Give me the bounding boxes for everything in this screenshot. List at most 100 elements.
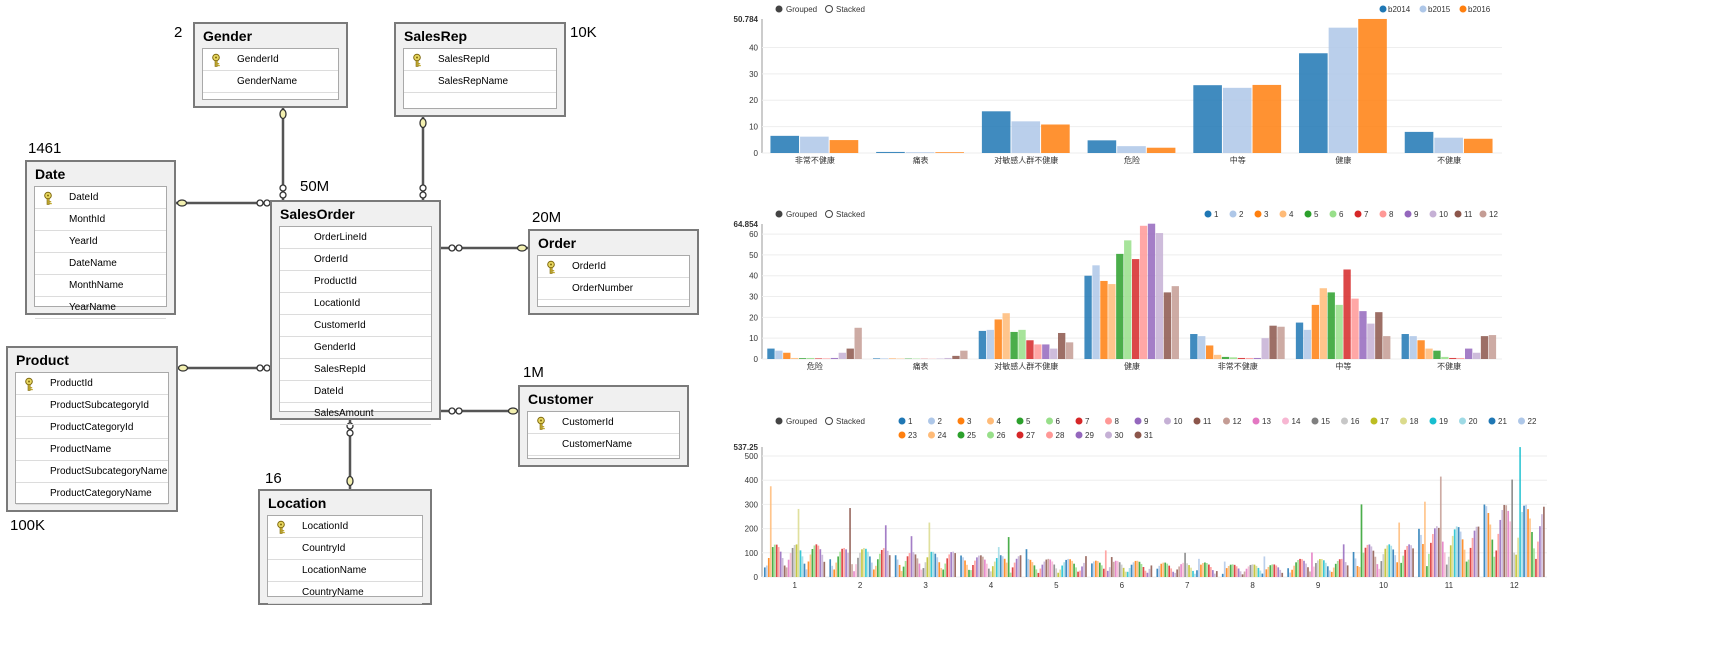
column-row[interactable]: YearId <box>35 231 166 253</box>
table-product[interactable]: Product ProductId ProductSubcategoryId Pro… <box>6 346 178 512</box>
column-row[interactable]: ProductSubcategoryId <box>16 395 168 417</box>
x-tick-label: 痛表 <box>913 155 929 165</box>
column-row[interactable]: MonthName <box>35 275 166 297</box>
bar <box>976 557 978 577</box>
bar <box>1011 567 1014 577</box>
bar <box>924 562 927 577</box>
table-salesorder[interactable]: SalesOrder OrderLineId OrderId ProductId Lo… <box>270 200 441 425</box>
bar <box>1168 565 1171 577</box>
column-row[interactable]: YearName <box>35 297 166 319</box>
column-row[interactable]: DateId <box>280 381 431 403</box>
column-row[interactable]: MonthId <box>35 209 166 231</box>
column-row[interactable]: GenderId <box>203 49 338 71</box>
table-location[interactable]: Location LocationId CountryId LocationName… <box>258 489 432 605</box>
bar <box>1037 572 1040 577</box>
legend-label: 29 <box>1085 431 1094 440</box>
bar <box>1225 568 1228 577</box>
bar <box>1176 569 1178 577</box>
legend-swatch <box>1329 210 1337 218</box>
bar <box>1093 561 1095 577</box>
bar <box>1307 567 1309 577</box>
table-customer[interactable]: Customer CustomerId CustomerName <box>518 385 689 467</box>
column-row[interactable]: DateName <box>35 253 166 275</box>
x-tick-label: 1 <box>792 581 797 590</box>
x-tick-label: 非常不健康 <box>795 155 835 165</box>
legend-swatch <box>1279 210 1287 218</box>
bar <box>813 545 816 577</box>
legend-label: b2016 <box>1468 5 1491 14</box>
column-row[interactable]: OrderId <box>538 256 689 278</box>
x-tick-label: 11 <box>1445 581 1454 590</box>
column-row[interactable]: CountryId <box>268 538 422 560</box>
x-tick-label: 2 <box>858 581 863 590</box>
table-date[interactable]: Date DateId MonthId YearId DateName MonthNam… <box>25 160 176 319</box>
bar <box>878 553 881 577</box>
column-row[interactable]: CustomerId <box>528 412 679 434</box>
bar <box>1461 539 1464 577</box>
column-row[interactable]: LocationId <box>280 293 431 315</box>
bar <box>1477 526 1480 577</box>
bar <box>785 567 788 577</box>
legend-label: 4 <box>1289 210 1294 219</box>
bar <box>1043 561 1046 577</box>
table-order[interactable]: Order OrderId OrderNumber <box>528 229 699 315</box>
bar <box>1289 572 1291 577</box>
bar <box>1003 558 1006 577</box>
bar <box>1106 570 1109 577</box>
column-row[interactable]: OrderLineId <box>280 227 431 249</box>
column-row[interactable]: DateId <box>35 187 166 209</box>
bar <box>815 544 818 577</box>
column-row[interactable]: ProductCategoryId <box>16 417 168 439</box>
y-tick-label: 10 <box>749 334 758 343</box>
primary-key-icon <box>44 191 52 205</box>
table-salesrep[interactable]: SalesRep SalesRepId SalesRepName <box>394 22 566 117</box>
column-row[interactable]: ProductCategoryName <box>16 483 168 505</box>
column-row[interactable]: OrderId <box>280 249 431 271</box>
bar <box>1328 27 1358 153</box>
bar <box>1344 562 1347 577</box>
column-row[interactable]: GenderName <box>203 71 338 93</box>
bar <box>1434 137 1463 153</box>
bar <box>1412 548 1414 577</box>
bar <box>1229 564 1232 577</box>
column-row[interactable]: SalesRepId <box>404 49 556 71</box>
column-row[interactable]: OrderNumber <box>538 278 689 300</box>
bar <box>797 508 800 577</box>
bar <box>1543 506 1545 577</box>
bar <box>1241 574 1244 577</box>
y-tick-label: 20 <box>749 313 758 322</box>
column-row[interactable]: ProductId <box>16 373 168 395</box>
column-row[interactable]: ProductSubcategoryName <box>16 461 168 483</box>
column-row[interactable]: SalesRepName <box>404 71 556 93</box>
bar <box>1319 288 1327 359</box>
stacked-label: Stacked <box>836 210 865 219</box>
legend-swatch <box>1488 417 1496 425</box>
column-row[interactable]: LocationId <box>268 516 422 538</box>
column-row[interactable]: SalesRepId <box>280 359 431 381</box>
column-row[interactable]: ProductId <box>280 271 431 293</box>
table-gender[interactable]: Gender GenderId GenderName <box>193 22 348 108</box>
column-row[interactable]: SalesAmount <box>280 403 431 425</box>
legend-label: b2014 <box>1388 5 1411 14</box>
column-row[interactable]: LocationName <box>268 560 422 582</box>
legend-label: 5 <box>1026 417 1031 426</box>
column-row[interactable]: GenderId <box>280 337 431 359</box>
bar <box>1445 564 1448 577</box>
column-name: ProductSubcategoryName <box>50 466 168 477</box>
column-row[interactable]: ProductName <box>16 439 168 461</box>
x-tick-label: 10 <box>1379 581 1388 590</box>
bar <box>1380 561 1383 577</box>
table-columns: DateId MonthId YearId DateName MonthName Year… <box>34 186 167 319</box>
bar <box>1527 509 1529 577</box>
bar <box>1144 570 1147 577</box>
bar <box>873 358 881 359</box>
y-max-label: 537.25 <box>734 443 759 452</box>
column-row[interactable]: CustomerName <box>528 434 679 456</box>
bar <box>1313 566 1315 577</box>
column-row[interactable]: CountryName <box>268 582 422 604</box>
bar <box>1305 563 1307 577</box>
column-row[interactable]: CustomerId <box>280 315 431 337</box>
bar <box>995 558 998 577</box>
bar <box>1277 326 1285 359</box>
legend-swatch <box>898 417 906 425</box>
